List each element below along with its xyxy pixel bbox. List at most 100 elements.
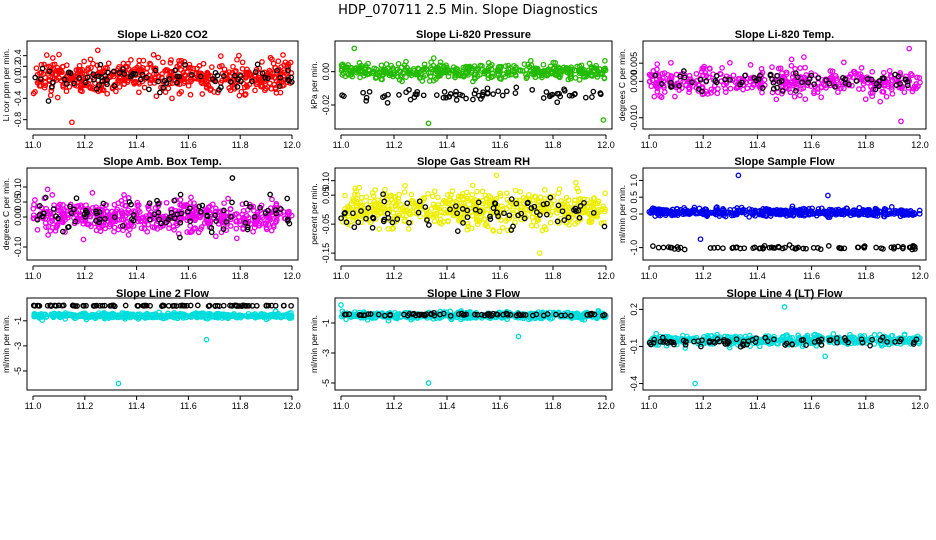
data-point-secondary	[182, 61, 188, 68]
points	[338, 45, 609, 127]
data-point-primary	[892, 76, 898, 83]
data-point-secondary	[463, 95, 469, 102]
data-point-primary	[121, 74, 128, 81]
x-tick-label: 11.0	[333, 271, 350, 281]
data-point-primary	[429, 66, 435, 73]
data-point-primary	[790, 82, 797, 89]
data-point-secondary	[737, 81, 743, 88]
data-point-secondary	[61, 76, 68, 83]
data-point-primary	[89, 205, 96, 211]
x-tick-label: 11.2	[76, 271, 93, 281]
x-tick-label: 11.4	[128, 401, 145, 411]
data-point-primary	[422, 72, 429, 79]
data-point-secondary	[411, 94, 418, 101]
y-tick-label: -0.10	[13, 237, 23, 258]
data-point-secondary	[229, 175, 236, 181]
x-axis: 11.0 11.2 11.4 11.6 11.8 12.0	[25, 395, 301, 411]
data-point-primary	[282, 59, 289, 66]
data-point-primary	[171, 226, 177, 233]
panel-title: Slope Li-820 CO2	[117, 29, 207, 41]
data-point-primary	[234, 56, 240, 63]
data-point-primary	[223, 227, 230, 234]
data-point-primary	[916, 75, 923, 81]
data-point-secondary	[713, 73, 720, 79]
data-point-secondary	[157, 89, 163, 96]
data-point-secondary	[111, 68, 117, 75]
points	[338, 172, 609, 256]
y-axis-label: percent per min.	[309, 183, 319, 244]
data-point-secondary	[872, 86, 879, 93]
data-point-secondary	[879, 75, 886, 82]
data-point-primary	[497, 75, 503, 82]
data-point-primary	[219, 62, 225, 69]
x-tick-label: 11.6	[492, 401, 509, 411]
data-point-primary	[576, 76, 583, 83]
data-point-primary	[541, 187, 548, 193]
x-tick-label: 11.2	[386, 140, 403, 150]
data-point-primary	[267, 54, 274, 61]
data-point-secondary	[453, 97, 460, 103]
data-point-secondary	[689, 79, 695, 85]
data-point-primary	[203, 336, 210, 343]
data-point-primary	[869, 93, 876, 100]
data-point-primary	[225, 195, 231, 202]
data-point-secondary	[751, 75, 758, 81]
x-tick-label: 12.0	[283, 271, 301, 281]
data-point-primary	[901, 89, 908, 96]
figure-title: HDP_070711 2.5 Min. Slope Diagnostics	[338, 3, 598, 18]
data-point-secondary	[284, 195, 291, 202]
data-point-primary	[152, 65, 159, 72]
data-point-secondary	[285, 67, 291, 73]
data-point-primary	[432, 65, 439, 72]
data-point-primary	[401, 189, 408, 195]
data-point-secondary	[658, 81, 665, 87]
data-point-primary	[425, 190, 431, 197]
data-point-primary	[400, 70, 406, 77]
points	[30, 175, 295, 243]
y-tick-label: 0.4	[13, 49, 23, 62]
y-axis: -5-3-1	[13, 317, 27, 375]
x-tick-label: 11.4	[439, 401, 456, 411]
y-axis: -0.020.00	[321, 63, 335, 115]
data-point-secondary	[695, 86, 702, 92]
data-point-primary	[758, 71, 764, 78]
data-point-primary	[829, 68, 836, 75]
data-point-primary	[203, 81, 210, 88]
data-point-secondary	[95, 73, 102, 80]
data-point-secondary	[655, 244, 662, 251]
x-tick-label: 12.0	[911, 140, 929, 150]
data-point-secondary	[212, 69, 219, 76]
data-point-primary	[199, 91, 206, 97]
data-point-secondary	[76, 75, 82, 81]
x-tick-label: 11.4	[439, 140, 456, 150]
data-point-primary	[856, 74, 863, 81]
data-point-primary	[434, 194, 441, 201]
data-point-primary	[567, 75, 574, 82]
data-point-primary	[243, 82, 250, 89]
data-point-primary	[788, 62, 795, 69]
data-point-secondary	[825, 243, 832, 249]
data-point-secondary	[503, 88, 510, 95]
data-point-primary	[811, 90, 817, 97]
x-tick-label: 11.2	[695, 271, 712, 281]
x-tick-label: 11.6	[180, 401, 197, 411]
data-point-secondary	[826, 80, 833, 87]
data-point-primary	[203, 84, 210, 91]
data-point-secondary	[540, 95, 547, 101]
data-point-primary	[49, 192, 56, 198]
data-point-secondary	[571, 91, 578, 98]
data-point-primary	[783, 71, 790, 77]
data-point-primary	[519, 68, 526, 74]
data-point-secondary	[792, 70, 799, 77]
data-point-primary	[115, 77, 122, 84]
x-axis: 11.0 11.2 11.4 11.6 11.8 12.0	[641, 134, 929, 150]
x-tick-label: 11.2	[386, 271, 403, 281]
data-point-primary	[44, 186, 51, 193]
x-axis: 11.0 11.2 11.4 11.6 11.8 12.0	[333, 265, 615, 281]
data-point-secondary	[84, 74, 91, 81]
data-point-secondary	[811, 81, 817, 88]
data-point-primary	[469, 191, 476, 198]
y-tick-label: 0.0	[629, 208, 639, 221]
y-tick-label: 0.5	[629, 191, 639, 204]
